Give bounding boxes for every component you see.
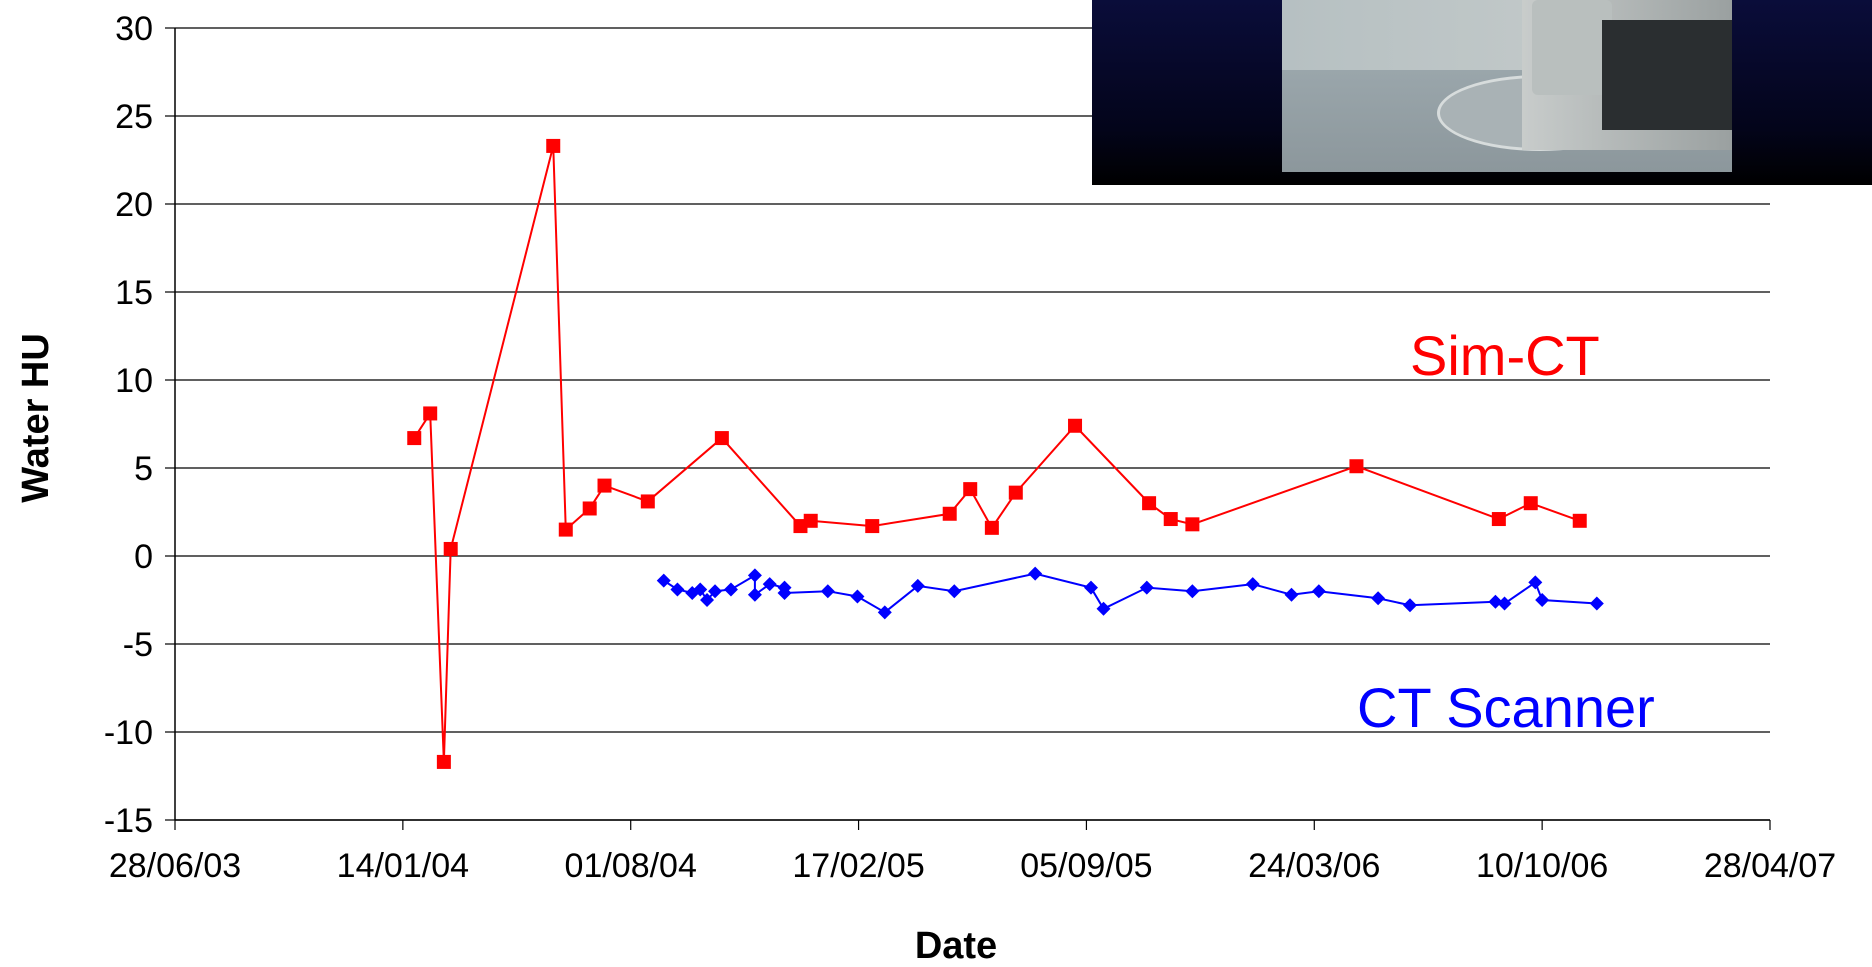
ct-scanner-point: [1083, 580, 1098, 595]
sim-ct-point: [865, 519, 880, 534]
ct-scanner-point: [910, 578, 925, 593]
series-layer: [407, 138, 1604, 769]
y-tick-label: 15: [115, 274, 153, 312]
ct-scanner-point: [1245, 577, 1260, 592]
sim-ct-point: [714, 431, 729, 446]
ct-scanner-point: [670, 582, 685, 597]
x-tick-label: 05/09/05: [1020, 847, 1152, 885]
inset-photo: [1092, 0, 1872, 185]
y-tick-label: 10: [115, 362, 153, 400]
sim-ct-point: [597, 478, 612, 493]
y-tick-labels: 30 25 20 15 10 5 0 -5 -10 -15: [104, 10, 153, 840]
x-tick-label: 28/06/03: [109, 847, 241, 885]
sim-ct-point: [984, 520, 999, 535]
x-tick-label: 01/08/04: [565, 847, 697, 885]
y-tick-label: 5: [134, 450, 153, 488]
ct-scanner-point: [700, 593, 715, 607]
sim-ct-point: [1068, 418, 1083, 433]
ct-scanner-point: [820, 584, 835, 599]
ct-scanner-point: [777, 585, 792, 600]
sim-ct-point: [640, 494, 655, 509]
y-tick-label: 0: [134, 538, 153, 576]
ct-scanner-point: [877, 605, 892, 620]
x-tick-labels: 28/06/03 14/01/04 01/08/04 17/02/05 05/09/05…: [109, 847, 1836, 885]
ct-scanner-point: [1497, 596, 1512, 611]
sim-ct-point: [1491, 512, 1506, 527]
sim-ct-point: [1163, 512, 1178, 527]
ct-scanner-point: [747, 587, 762, 602]
x-tick-label: 28/04/07: [1704, 847, 1836, 885]
ct-room-photo: [1282, 0, 1732, 172]
series-line-ct-scanner: [663, 572, 1597, 614]
sim-ct-point: [1572, 513, 1587, 528]
x-tick-label: 14/01/04: [337, 847, 469, 885]
ct-scanner-point: [1402, 598, 1417, 613]
axes: [165, 27, 1771, 830]
ct-scanner-point: [1488, 594, 1503, 609]
ct-scanner-point: [1528, 575, 1543, 590]
ct-scanner-point: [1139, 580, 1154, 595]
y-tick-label: -5: [123, 626, 153, 664]
ct-scanner-point: [708, 584, 723, 599]
ct-scanner-point: [762, 577, 777, 592]
sim-ct-point: [803, 513, 818, 528]
ct-scanner-point: [1311, 584, 1326, 599]
ct-scanner-point: [947, 584, 962, 599]
ct-scanner-annotation: CT Scanner: [1357, 676, 1655, 739]
sim-ct-point: [1349, 459, 1364, 474]
sim-ct-point: [1142, 496, 1157, 511]
y-tick-label: 30: [115, 10, 153, 48]
ct-scanner-point: [1096, 601, 1111, 616]
y-tick-label: -10: [104, 714, 153, 752]
sim-ct-point: [1008, 485, 1023, 500]
y-tick-label: 20: [115, 186, 153, 224]
y-tick-label: -15: [104, 802, 153, 840]
ct-scanner-point: [1284, 587, 1299, 602]
sim-ct-point: [582, 501, 597, 516]
sim-ct-point: [1523, 496, 1538, 511]
ct-scanner-point: [850, 589, 865, 604]
sim-ct-point: [558, 522, 573, 537]
x-axis-label: Date: [915, 925, 997, 967]
x-tick-label: 10/10/06: [1476, 847, 1608, 885]
ct-scanner-point: [656, 573, 671, 588]
series-line-sim-ct: [413, 145, 1581, 762]
sim-ct-annotation: Sim-CT: [1410, 324, 1600, 387]
sim-ct-point: [942, 506, 957, 521]
sim-ct-point: [407, 431, 422, 446]
sim-ct-point: [963, 482, 978, 497]
sim-ct-point: [436, 754, 451, 769]
sim-ct-point: [443, 541, 458, 556]
x-tick-label: 17/02/05: [792, 847, 924, 885]
sim-ct-point: [1185, 517, 1200, 532]
ct-scanner-point: [1371, 591, 1386, 606]
ct-scanner-point: [693, 582, 708, 597]
ct-scanner-point: [1185, 584, 1200, 599]
ct-scanner-point: [747, 568, 762, 583]
ct-scanner-point: [1589, 596, 1604, 611]
sim-ct-point: [423, 406, 438, 421]
ct-scanner-point: [1028, 566, 1043, 581]
ct-scanner-point: [1535, 593, 1550, 607]
ct-scanner-point: [723, 582, 738, 597]
sim-ct-point: [546, 138, 561, 153]
y-axis-label: Water HU: [15, 333, 57, 503]
x-tick-label: 24/03/06: [1248, 847, 1380, 885]
y-tick-label: 25: [115, 98, 153, 136]
